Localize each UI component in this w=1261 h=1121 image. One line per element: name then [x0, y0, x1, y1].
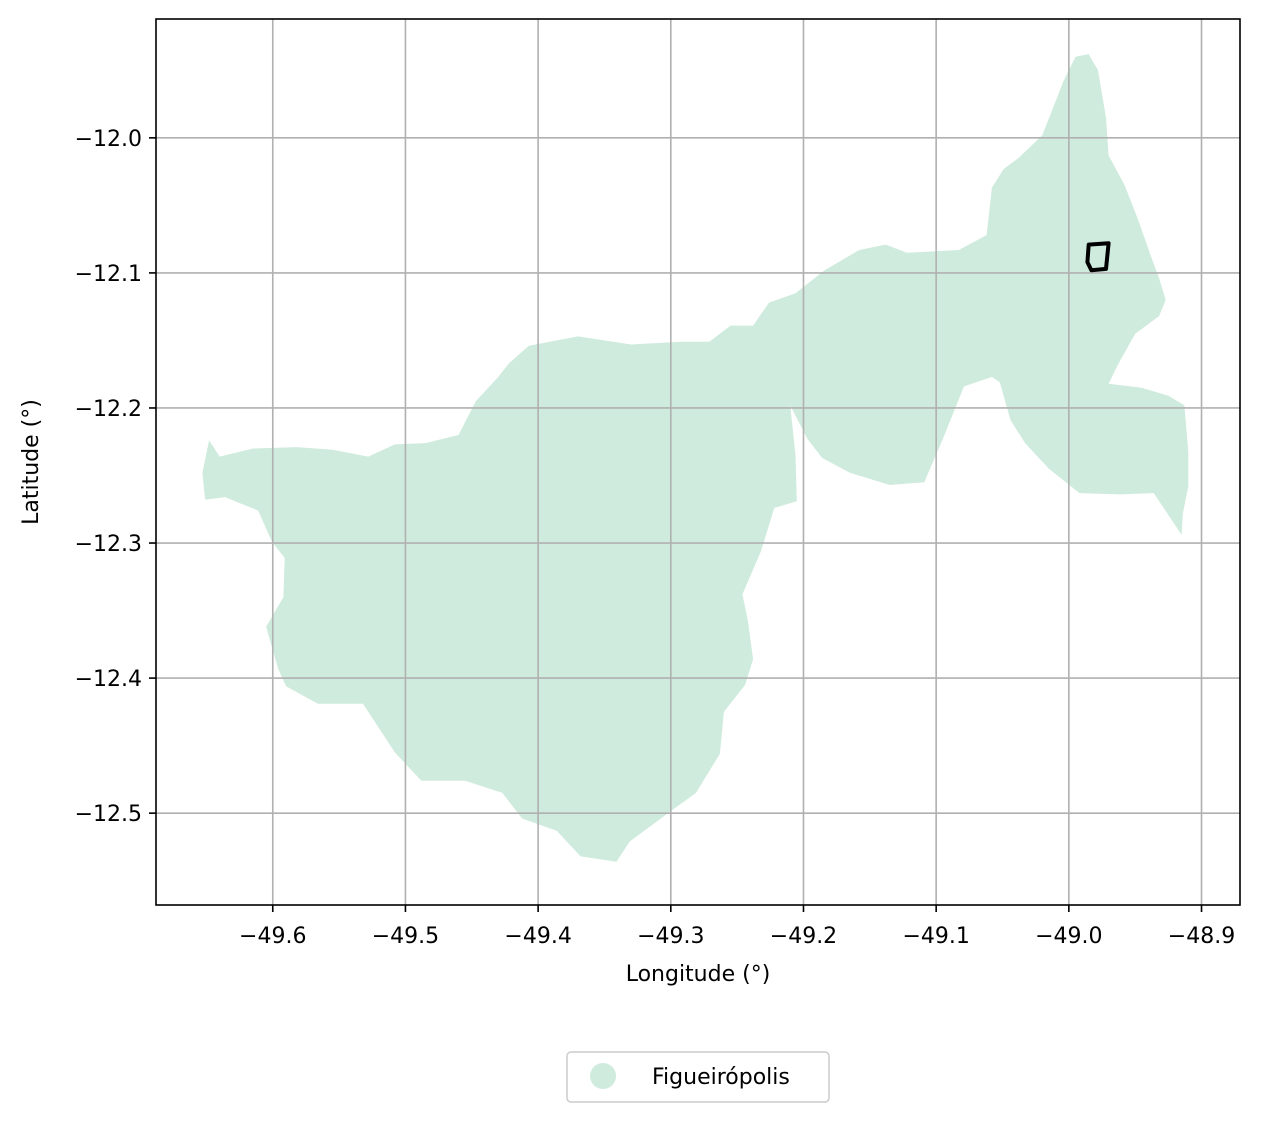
outlines-layer: [1085, 241, 1111, 273]
y-axis-ticks: −12.0 −12.1 −12.2 −12.3 −12.4 −12.5: [75, 127, 156, 827]
region-0: [202, 54, 1189, 862]
x-tick-label: −49.5: [372, 924, 439, 949]
y-tick-label: −12.3: [75, 532, 142, 557]
x-tick-label: −49.6: [239, 924, 306, 949]
x-tick-label: −49.2: [770, 924, 837, 949]
y-tick-label: −12.1: [75, 262, 142, 287]
plot-frame: [155, 18, 1241, 906]
x-tick-label: −48.9: [1168, 924, 1235, 949]
x-tick-label: −49.4: [504, 924, 571, 949]
regions-layer: [202, 54, 1189, 862]
x-axis-label: Longitude (°): [626, 962, 771, 987]
y-tick-label: −12.0: [75, 127, 142, 152]
outline-0: [1085, 241, 1111, 273]
x-tick-label: −49.3: [637, 924, 704, 949]
y-tick-label: −12.5: [75, 802, 142, 827]
x-tick-label: −49.1: [902, 924, 969, 949]
y-tick-label: −12.4: [75, 667, 142, 692]
grid-layer: [156, 19, 1240, 905]
x-tick-label: −49.0: [1035, 924, 1102, 949]
legend-label-figueiropolis: Figueirópolis: [652, 1065, 790, 1090]
legend-box: [566, 1051, 830, 1103]
x-axis-ticks: −49.6 −49.5 −49.4 −49.3 −49.2 −49.1 −49.0 −48.9: [239, 905, 1235, 949]
y-tick-label: −12.2: [75, 397, 142, 422]
legend: Figueirópolis: [566, 1051, 830, 1103]
y-axis-label: Latitude (°): [19, 399, 44, 525]
legend-marker-figueiropolis: [590, 1063, 616, 1089]
